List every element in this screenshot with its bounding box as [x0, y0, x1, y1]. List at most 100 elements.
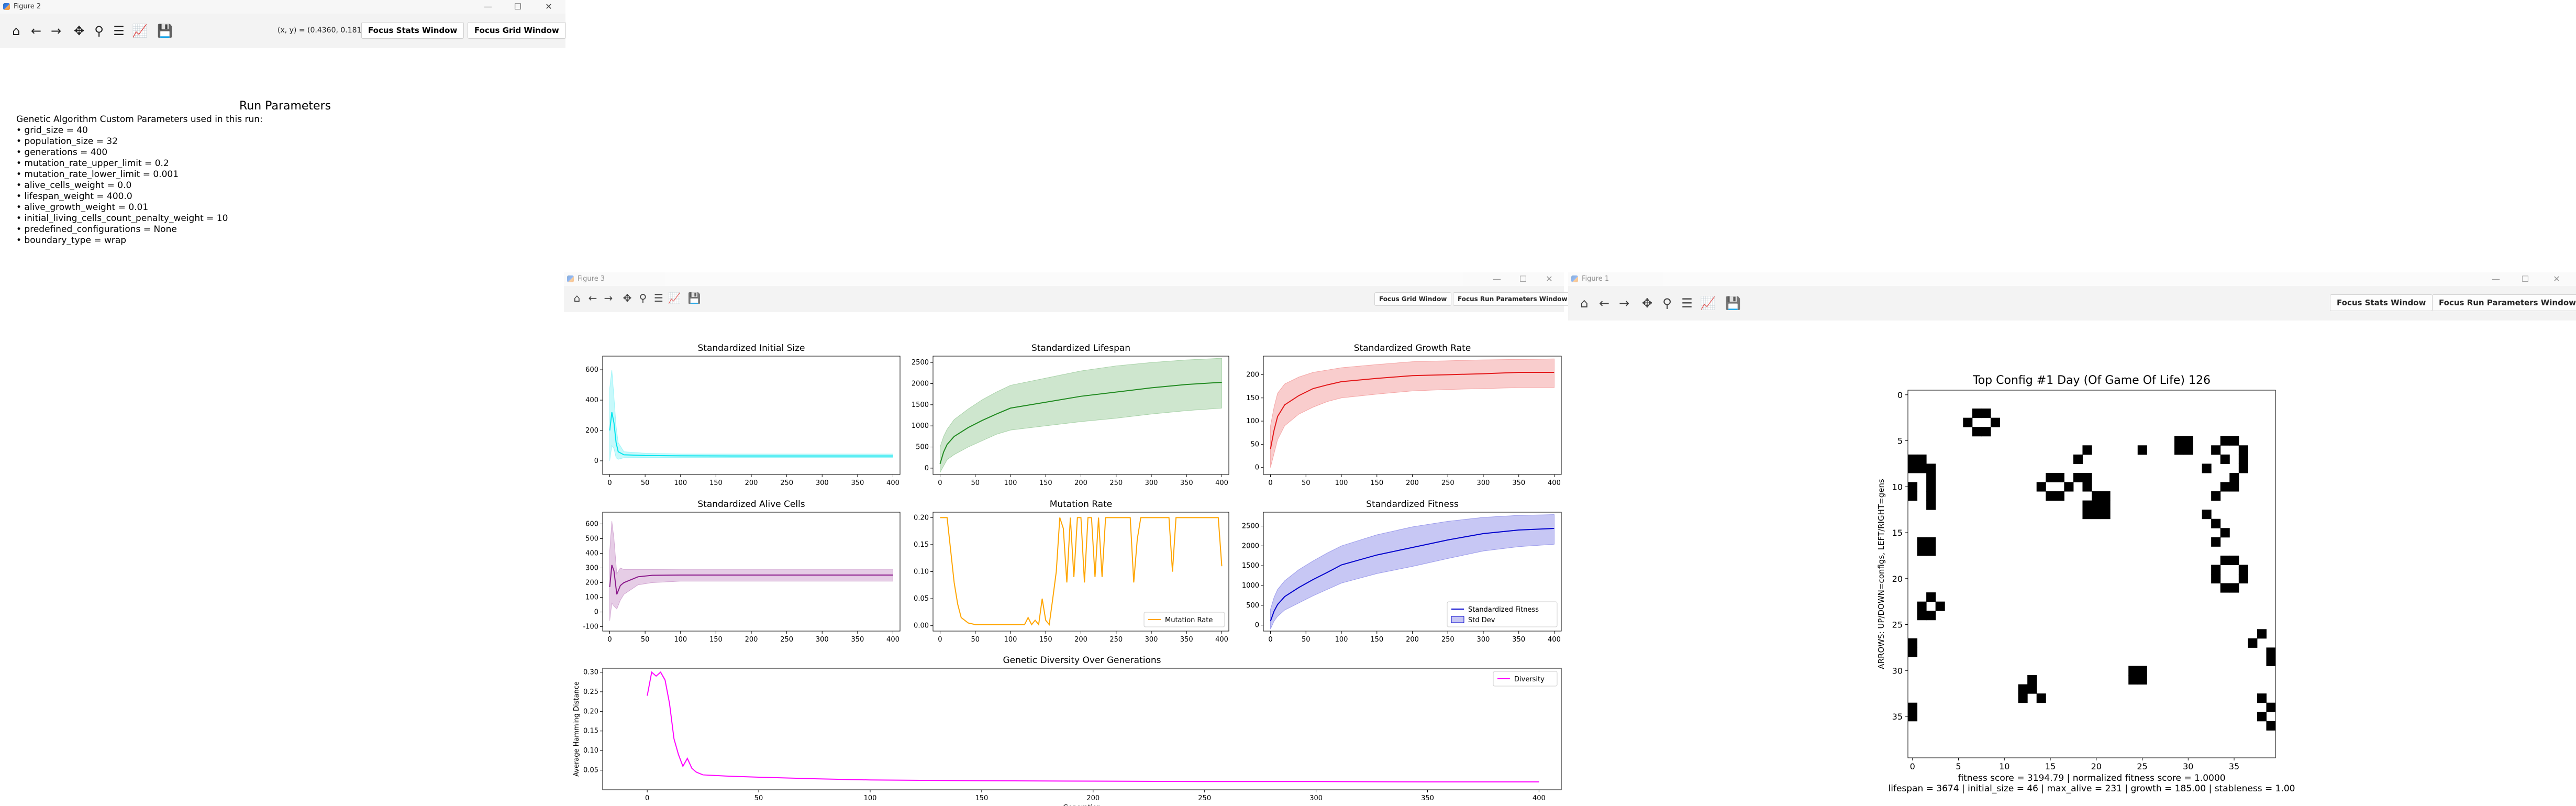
parameter-line: • alive_growth_weight = 0.01	[16, 202, 149, 213]
alive-cell	[2266, 702, 2276, 712]
alive-cell	[2266, 647, 2276, 657]
x-tick-label: 200	[1086, 794, 1100, 802]
x-tick-label: 0	[1268, 479, 1272, 487]
x-tick-label: 0	[645, 794, 649, 802]
alive-cell	[1981, 427, 1991, 437]
figure-2-titlebar[interactable]: Figure 2 — ☐ ✕	[0, 0, 565, 14]
maximize-icon[interactable]: ☐	[514, 2, 522, 12]
alive-cell	[2046, 491, 2056, 501]
alive-cell	[2055, 472, 2064, 482]
configure-subplots-icon[interactable]: ☰	[1681, 296, 1693, 311]
y-tick-label: 10	[1892, 482, 1903, 492]
minimize-icon[interactable]: —	[1493, 274, 1501, 284]
stats-figure: Standardized Initial Size 0 50 100 150 200 250…	[573, 343, 1562, 806]
y-tick-label: 1000	[912, 422, 929, 430]
x-tick-label: 200	[1406, 479, 1419, 487]
focus-run-parameters-window-button[interactable]: Focus Run Parameters Window	[1453, 292, 1572, 306]
minimize-icon[interactable]: —	[484, 2, 492, 12]
back-icon[interactable]: ←	[30, 24, 42, 38]
figure-1-toolbar: ⌂ ← → ✥ ⚲ ☰ 📈 💾 Focus Stats Window Focus…	[1568, 286, 2576, 321]
home-icon[interactable]: ⌂	[1580, 296, 1589, 311]
focus-run-parameters-window-button[interactable]: Focus Run Parameters Window	[2432, 294, 2576, 311]
x-tick-label: 0	[607, 636, 612, 644]
close-icon[interactable]: ✕	[2553, 274, 2560, 284]
parameter-line: • mutation_rate_upper_limit = 0.2	[16, 158, 169, 169]
forward-icon[interactable]: →	[50, 24, 62, 38]
save-icon[interactable]: 💾	[157, 24, 173, 38]
x-tick-label: 0	[1268, 636, 1272, 644]
alive-cell	[1908, 454, 1918, 464]
figure-1-window: Figure 1 — ☐ ✕ ⌂ ← → ✥ ⚲ ☰ 📈 💾 Focus Sta…	[1568, 272, 2576, 806]
series-line	[940, 517, 1223, 626]
y-tick-label: 0	[1255, 622, 1259, 630]
subplot-title: Standardized Fitness	[1366, 499, 1459, 510]
parameter-line: • boundary_type = wrap	[16, 235, 127, 246]
alive-cell	[2101, 500, 2111, 510]
minimize-icon[interactable]: —	[2492, 274, 2500, 284]
configure-subplots-icon[interactable]: ☰	[113, 24, 125, 38]
pan-icon[interactable]: ✥	[623, 292, 632, 304]
close-icon[interactable]: ✕	[1546, 274, 1553, 284]
edit-axis-icon[interactable]: 📈	[1700, 296, 1716, 311]
subplot-title: Genetic Diversity Over Generations	[1003, 655, 1161, 666]
zoom-icon[interactable]: ⚲	[1662, 296, 1672, 311]
y-tick-label: 30	[1892, 666, 1903, 676]
pan-icon[interactable]: ✥	[73, 24, 85, 38]
zoom-icon[interactable]: ⚲	[639, 292, 647, 304]
alive-cell	[2183, 436, 2193, 446]
y-tick-label: 400	[585, 549, 598, 557]
focus-stats-window-button[interactable]: Focus Stats Window	[2330, 294, 2433, 311]
back-icon[interactable]: ←	[1598, 296, 1610, 311]
alive-cell	[2101, 510, 2111, 520]
alive-cell	[2202, 463, 2212, 473]
configure-subplots-icon[interactable]: ☰	[654, 292, 663, 304]
alive-cell	[2092, 500, 2102, 510]
x-tick-label: 400	[886, 479, 900, 487]
footer-fitness: fitness score = 3194.79 | normalized fit…	[1958, 773, 2225, 783]
alive-cell	[2137, 445, 2147, 455]
x-tick-label: 200	[1406, 636, 1419, 644]
y-tick-label: 600	[585, 366, 598, 374]
save-icon[interactable]: 💾	[687, 292, 701, 304]
figure-3-titlebar[interactable]: Figure 3 — ☐ ✕	[564, 272, 1564, 286]
home-icon[interactable]: ⌂	[12, 24, 20, 38]
zoom-icon[interactable]: ⚲	[94, 24, 104, 38]
edit-axis-icon[interactable]: 📈	[668, 292, 681, 304]
forward-icon[interactable]: →	[604, 292, 613, 304]
maximize-icon[interactable]: ☐	[1519, 274, 1527, 284]
series-line	[609, 565, 893, 595]
save-icon[interactable]: 💾	[1725, 296, 1741, 311]
x-tick-label: 250	[1109, 636, 1123, 644]
alive-cell	[2128, 675, 2138, 685]
y-tick-label: 0.15	[583, 727, 598, 735]
subplot-lifespan: Standardized Lifespan 0 50 100 150 200 250 300 3…	[912, 343, 1229, 487]
close-icon[interactable]: ✕	[545, 2, 552, 12]
alive-cell	[2174, 436, 2184, 446]
x-tick-label: 400	[1533, 794, 1546, 802]
focus-stats-window-button[interactable]: Focus Stats Window	[361, 22, 464, 39]
y-tick-label: 0.05	[583, 767, 598, 775]
y-tick-label: 100	[585, 594, 598, 602]
pan-icon[interactable]: ✥	[1641, 296, 1653, 311]
focus-grid-window-button[interactable]: Focus Grid Window	[468, 22, 566, 39]
alive-cell	[2027, 684, 2037, 694]
alive-cell	[2046, 472, 2056, 482]
edit-axis-icon[interactable]: 📈	[132, 24, 148, 38]
alive-cell	[2018, 684, 2028, 694]
alive-cell	[1926, 500, 1936, 510]
home-icon[interactable]: ⌂	[573, 292, 581, 304]
x-tick-label: 200	[745, 479, 758, 487]
maximize-icon[interactable]: ☐	[2521, 274, 2529, 284]
focus-grid-window-button[interactable]: Focus Grid Window	[1374, 292, 1452, 306]
x-tick-label: 400	[1548, 479, 1561, 487]
alive-cell	[2092, 510, 2102, 520]
forward-icon[interactable]: →	[1618, 296, 1630, 311]
x-tick-label: 150	[1039, 479, 1052, 487]
back-icon[interactable]: ←	[588, 292, 597, 304]
y-tick-label: 0.30	[583, 668, 598, 676]
figure-1-titlebar[interactable]: Figure 1 — ☐ ✕	[1568, 272, 2576, 286]
alive-cell	[2266, 656, 2276, 666]
subplot-initial: Standardized Initial Size 0 50 100 150 200 250…	[585, 343, 901, 487]
x-tick-label: 300	[816, 479, 829, 487]
y-axis-label: Average Hamming Distance	[573, 681, 581, 777]
